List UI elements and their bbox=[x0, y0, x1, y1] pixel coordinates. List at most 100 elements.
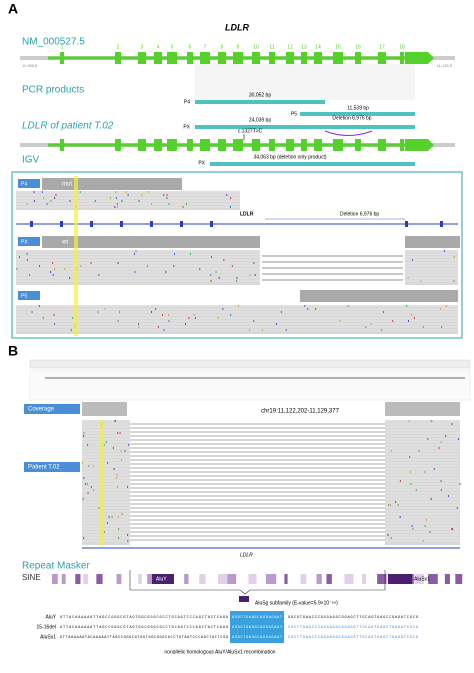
mismatch bbox=[249, 329, 251, 331]
section-title: Repeat Masker bbox=[22, 561, 90, 572]
gene-exon bbox=[90, 221, 93, 227]
repeat bbox=[75, 574, 81, 584]
mismatch bbox=[365, 326, 367, 328]
repeat bbox=[362, 574, 367, 584]
repeat bbox=[147, 574, 154, 584]
track-label bbox=[18, 291, 40, 300]
mismatch bbox=[165, 271, 167, 273]
mismatch bbox=[155, 308, 157, 310]
exon bbox=[314, 52, 322, 64]
mismatch bbox=[433, 468, 435, 470]
mismatch bbox=[390, 537, 392, 539]
mismatch bbox=[370, 323, 372, 325]
mismatch bbox=[407, 277, 409, 279]
mismatch bbox=[116, 203, 118, 205]
product-name: PX bbox=[198, 160, 205, 166]
mismatch bbox=[174, 253, 176, 255]
mismatch bbox=[97, 311, 99, 313]
variant-label: c.1327T>C bbox=[238, 128, 263, 134]
mismatch bbox=[120, 450, 122, 452]
exon bbox=[333, 139, 343, 151]
mismatch bbox=[392, 320, 394, 322]
mismatch bbox=[26, 259, 28, 261]
mismatch bbox=[112, 447, 114, 449]
mismatch bbox=[54, 268, 56, 270]
mismatch bbox=[80, 265, 82, 267]
mismatch bbox=[83, 477, 85, 479]
locus: chr19:11,122,202-11,129,377 bbox=[261, 409, 340, 415]
mismatch bbox=[98, 274, 100, 276]
exon-number: 8 bbox=[221, 44, 224, 50]
utr bbox=[405, 139, 434, 151]
mismatch bbox=[138, 200, 140, 202]
mismatch bbox=[230, 197, 232, 199]
mismatch bbox=[43, 197, 45, 199]
mismatch bbox=[217, 317, 219, 319]
mismatch bbox=[163, 194, 165, 196]
mismatch bbox=[408, 420, 410, 422]
gene-exon bbox=[180, 221, 183, 227]
mismatch bbox=[148, 191, 150, 193]
mismatch bbox=[114, 420, 116, 422]
mismatch bbox=[452, 528, 454, 530]
seq-name: AluSx1 bbox=[40, 634, 56, 640]
mismatch bbox=[173, 265, 175, 267]
repeat bbox=[444, 574, 450, 584]
mismatch bbox=[418, 450, 420, 452]
mismatch bbox=[410, 483, 412, 485]
mismatch bbox=[166, 197, 168, 199]
track-label-text: Patient T.02 bbox=[28, 465, 60, 471]
exon bbox=[333, 52, 343, 64]
caption: nonallelic homologous AluY/AluSx1 recomb… bbox=[164, 649, 275, 655]
deletion-gap bbox=[130, 420, 385, 545]
mismatch bbox=[115, 191, 117, 193]
repeat bbox=[284, 574, 288, 584]
mismatch bbox=[50, 200, 52, 202]
exon bbox=[400, 52, 404, 64]
mismatch bbox=[422, 540, 424, 542]
mismatch bbox=[188, 317, 190, 319]
mismatch bbox=[413, 317, 415, 319]
mismatch bbox=[388, 504, 390, 506]
igv-box bbox=[11, 171, 463, 339]
exon bbox=[167, 52, 177, 64]
mismatch bbox=[231, 265, 233, 267]
mismatch bbox=[104, 308, 106, 310]
mismatch bbox=[82, 462, 84, 464]
mismatch bbox=[431, 420, 433, 422]
deletion-label: Deletion 6,976 bp bbox=[332, 115, 371, 121]
mismatch bbox=[166, 194, 168, 196]
mismatch bbox=[119, 432, 121, 434]
mismatch bbox=[182, 206, 184, 208]
mismatch bbox=[103, 531, 105, 533]
exon-number: 18 bbox=[399, 44, 405, 50]
mismatch bbox=[117, 486, 119, 488]
exon bbox=[301, 52, 307, 64]
mismatch bbox=[94, 200, 96, 202]
mismatch bbox=[185, 203, 187, 205]
repeat bbox=[152, 574, 174, 584]
exon-number: 13 bbox=[301, 44, 307, 50]
repeat bbox=[428, 574, 438, 584]
mismatch bbox=[127, 540, 129, 542]
pcr-product bbox=[210, 162, 415, 166]
exon bbox=[400, 139, 404, 151]
mismatch bbox=[399, 480, 401, 482]
gene-label: LDLR bbox=[240, 211, 254, 217]
repeat bbox=[52, 574, 58, 584]
mismatch bbox=[72, 317, 74, 319]
mismatch bbox=[146, 265, 148, 267]
mismatch bbox=[189, 253, 191, 255]
track-label-text: Coverage bbox=[28, 407, 55, 413]
exon-number: 5 bbox=[171, 44, 174, 50]
repeat bbox=[184, 574, 189, 584]
mismatch bbox=[118, 528, 120, 530]
repeat bbox=[61, 574, 66, 584]
homology-box bbox=[230, 611, 284, 643]
mismatch bbox=[226, 194, 228, 196]
mismatch bbox=[253, 262, 255, 264]
mismatch bbox=[107, 522, 109, 524]
exon bbox=[167, 139, 177, 151]
mismatch bbox=[69, 200, 71, 202]
